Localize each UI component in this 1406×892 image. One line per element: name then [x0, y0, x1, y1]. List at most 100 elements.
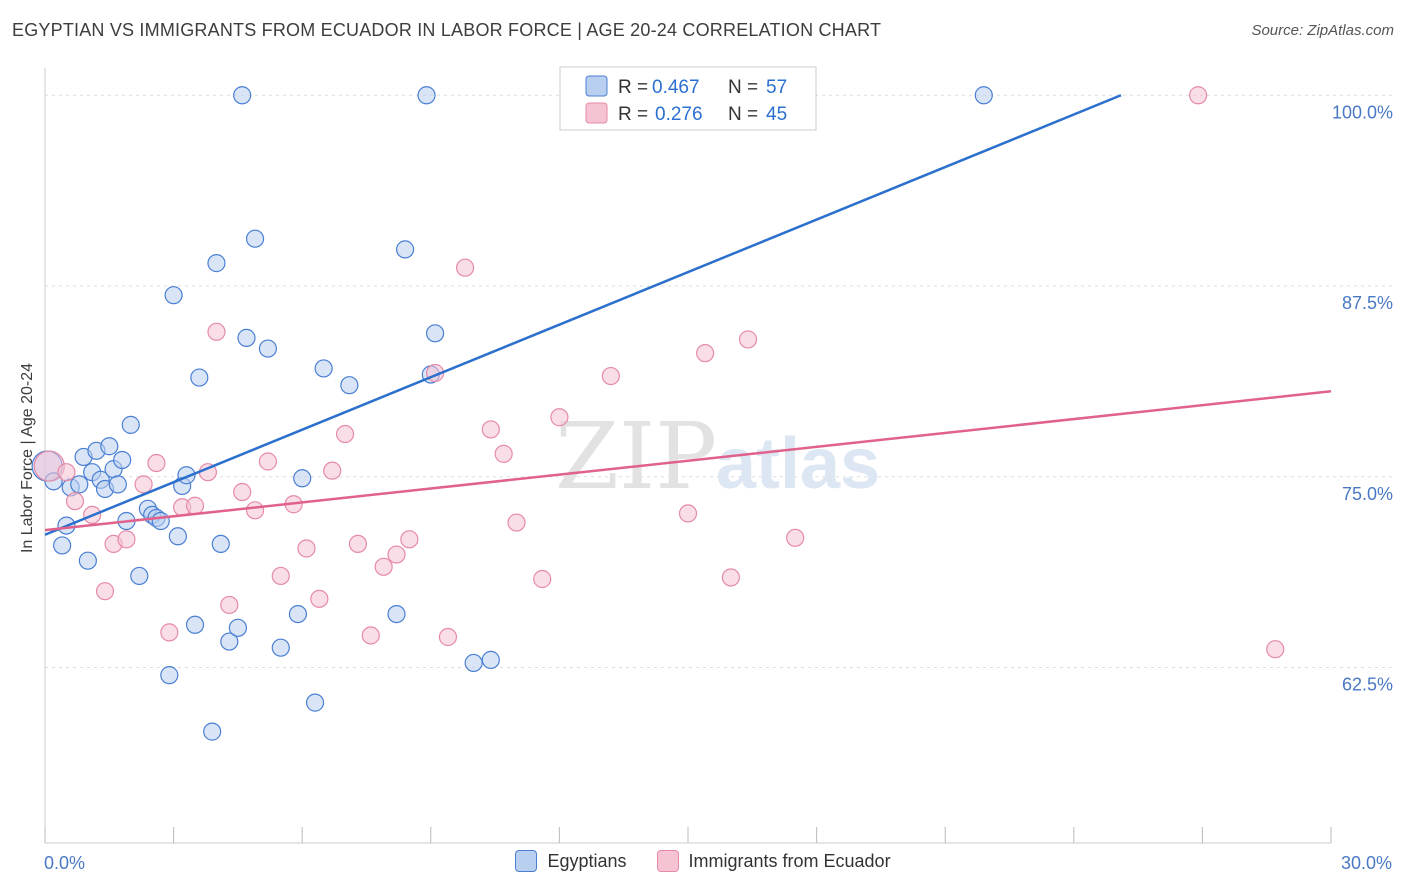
egyptians-point-24 — [164, 286, 183, 305]
ecuador-point-44 — [1266, 640, 1285, 659]
ecuador-point-2 — [65, 492, 85, 511]
legend-item-egyptians[interactable]: Egyptians — [515, 850, 627, 872]
ecuador-point-4 — [95, 582, 115, 601]
legend-label-egyptians: Egyptians — [547, 850, 627, 871]
ecuador-point-15 — [233, 482, 252, 502]
ecuador-point-21 — [310, 589, 329, 608]
ecuador-point-33 — [494, 444, 513, 463]
y-tick-labels: 62.5% 75.0% 87.5% 100.0% — [1332, 102, 1393, 694]
ecuador-point-20 — [297, 539, 316, 558]
ecuador-point-11 — [185, 496, 205, 515]
y-tick-label-2: 87.5% — [1342, 293, 1393, 313]
egyptians-point-54 — [974, 86, 993, 105]
legend-item-ecuador[interactable]: Immigrants from Ecuador — [656, 850, 891, 872]
ecuador-point-37 — [601, 366, 620, 386]
ecuador-point-9 — [160, 623, 179, 642]
egyptians-point-7 — [78, 551, 97, 570]
ecuador-point-43 — [1189, 86, 1208, 105]
egyptians-point-23 — [160, 666, 179, 685]
ecuador-point-23 — [335, 424, 355, 444]
egyptians-point-33 — [220, 632, 239, 651]
ecuador-point-31 — [455, 258, 475, 277]
egyptians-point-22 — [151, 511, 170, 531]
egyptians-point-45 — [387, 604, 406, 624]
legend-r-value-1: 0.467 — [652, 77, 700, 98]
egyptians-point-2 — [53, 536, 72, 555]
egyptians-point-40 — [288, 604, 308, 624]
chart-title: EGYPTIAN VS IMMIGRANTS FROM ECUADOR IN L… — [12, 20, 882, 40]
egyptians-point-44 — [340, 376, 359, 395]
bottom-legend: Egyptians Immigrants from Ecuador — [0, 850, 1406, 872]
egyptians-point-50 — [464, 653, 483, 673]
egyptians-point-25 — [168, 527, 187, 546]
watermark-atlas: atlas — [716, 424, 880, 504]
legend-r-label-2: R = — [618, 104, 648, 125]
legend-label-ecuador: Immigrants from Ecuador — [688, 850, 891, 871]
egyptians-point-31 — [207, 254, 226, 273]
source-label: Source: ZipAtlas.com — [1251, 22, 1394, 39]
ecuador-point-24 — [348, 534, 368, 554]
egyptians-point-28 — [185, 615, 205, 634]
egyptians-points — [31, 86, 993, 741]
ecuador-point-26 — [374, 557, 393, 576]
legend-r-value-2: 0.276 — [655, 104, 703, 125]
egyptians-point-36 — [237, 328, 256, 347]
legend-swatch-ecuador — [585, 102, 608, 124]
legend-n-value-2: 45 — [766, 104, 787, 125]
ecuador-point-32 — [481, 420, 500, 439]
legend-swatch-egyptians — [585, 75, 608, 97]
legend-n-label-2: N = — [728, 104, 758, 125]
ecuador-point-8 — [147, 453, 166, 473]
ecuador-point-22 — [323, 461, 342, 480]
egyptians-point-18 — [130, 566, 149, 586]
ecuador-points — [33, 86, 1285, 659]
ecuador-point-6 — [117, 530, 136, 549]
ecuador-swatch — [656, 850, 679, 872]
ecuador-point-13 — [207, 322, 226, 341]
ecuador-point-34 — [507, 513, 526, 532]
ecuador-point-39 — [696, 344, 715, 363]
ecuador-point-36 — [550, 408, 569, 427]
ecuador-point-35 — [533, 569, 552, 589]
ecuador-point-30 — [438, 627, 458, 647]
ecuador-point-16 — [245, 501, 265, 520]
egyptians-point-12 — [100, 437, 119, 456]
gridlines — [45, 94, 1392, 669]
egyptians-point-29 — [190, 368, 209, 387]
ecuador-point-38 — [678, 504, 698, 523]
ecuador-point-41 — [738, 330, 758, 349]
egyptians-point-37 — [245, 229, 265, 248]
egyptians-point-39 — [271, 638, 290, 657]
legend-n-label-1: N = — [728, 77, 758, 98]
ecuador-point-1 — [57, 463, 76, 482]
egyptians-point-30 — [203, 722, 222, 741]
legend-n-value-1: 57 — [766, 77, 787, 98]
x-tick-min: 0.0% — [44, 853, 85, 873]
ecuador-point-27 — [387, 545, 406, 564]
egyptians-point-51 — [481, 650, 500, 669]
egyptians-point-32 — [211, 534, 230, 554]
egyptians-point-41 — [293, 469, 312, 488]
egyptians-point-5 — [70, 475, 89, 494]
legend-box: R = 0.467 N = 57 R = 0.276 N = 45 — [559, 66, 817, 131]
ecuador-point-42 — [786, 528, 805, 547]
trend-lines — [44, 94, 1332, 536]
ecuador-point-14 — [220, 595, 239, 615]
watermark-zip: ZIP — [555, 403, 717, 510]
ecuador-point-17 — [258, 452, 278, 471]
ecuador-point-28 — [400, 530, 419, 549]
ecuador-point-40 — [721, 568, 740, 587]
y-tick-label-3: 100.0% — [1332, 102, 1393, 122]
legend-r-label-1: R = — [618, 77, 648, 98]
ecuador-point-25 — [361, 626, 380, 645]
egyptians-point-35 — [233, 86, 252, 105]
ecuador-point-18 — [271, 566, 290, 586]
egyptians-point-14 — [108, 475, 127, 494]
ecuador-trend-line — [44, 390, 1332, 532]
egyptians-swatch — [515, 850, 538, 872]
y-tick-label-0: 62.5% — [1342, 675, 1393, 695]
egyptians-point-42 — [305, 693, 325, 712]
egyptians-point-47 — [417, 86, 436, 105]
egyptians-point-15 — [113, 450, 132, 470]
